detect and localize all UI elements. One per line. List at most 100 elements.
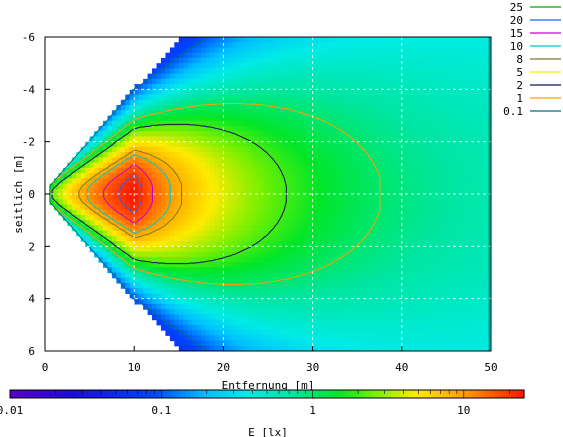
heatmap-cell xyxy=(210,220,216,226)
heatmap-cell xyxy=(245,335,251,342)
heatmap-cell xyxy=(410,157,416,164)
heatmap-cell xyxy=(134,241,140,247)
heatmap-cell xyxy=(419,183,425,190)
heatmap-cell xyxy=(250,89,256,96)
heatmap-cell xyxy=(259,68,265,75)
heatmap-cell xyxy=(455,94,461,101)
heatmap-cell xyxy=(254,309,260,315)
heatmap-cell xyxy=(397,214,403,221)
heatmap-cell xyxy=(370,199,376,206)
heatmap-cell xyxy=(268,47,274,54)
heatmap-cell xyxy=(468,288,474,295)
heatmap-cell xyxy=(433,42,439,49)
heatmap-cell xyxy=(259,136,265,143)
heatmap-cell xyxy=(441,199,447,206)
heatmap-cell xyxy=(116,267,122,274)
heatmap-cell xyxy=(366,345,372,351)
heatmap-cell xyxy=(241,319,247,326)
heatmap-cell xyxy=(178,345,184,351)
heatmap-cell xyxy=(312,262,318,268)
heatmap-cell xyxy=(147,78,153,85)
heatmap-cell xyxy=(357,293,363,300)
heatmap-cell xyxy=(169,282,175,289)
heatmap-cell xyxy=(294,37,300,43)
heatmap-cell xyxy=(330,314,336,321)
heatmap-cell xyxy=(272,340,278,347)
heatmap-cell xyxy=(468,194,474,200)
heatmap-cell xyxy=(446,209,452,216)
heatmap-cell xyxy=(196,115,202,122)
heatmap-cell xyxy=(459,183,465,190)
heatmap-cell xyxy=(428,78,434,85)
heatmap-cell xyxy=(192,330,198,336)
heatmap-cell xyxy=(437,167,443,174)
heatmap-cell xyxy=(339,293,345,300)
heatmap-cell xyxy=(152,314,158,321)
heatmap-cell xyxy=(446,230,452,237)
heatmap-cell xyxy=(241,125,247,132)
heatmap-cell xyxy=(312,235,318,242)
heatmap-cell xyxy=(299,235,305,242)
heatmap-cell xyxy=(152,309,158,315)
heatmap-cell xyxy=(232,136,238,143)
heatmap-cell xyxy=(187,178,193,185)
heatmap-cell xyxy=(441,57,447,64)
heatmap-cell xyxy=(468,324,474,331)
heatmap-cell xyxy=(308,324,314,331)
heatmap-cell xyxy=(223,173,229,179)
heatmap-cell xyxy=(227,324,233,331)
heatmap-cell xyxy=(437,173,443,179)
heatmap-cell xyxy=(441,319,447,326)
heatmap-cell xyxy=(147,293,153,300)
heatmap-cell xyxy=(254,110,260,117)
heatmap-cell xyxy=(223,94,229,101)
heatmap-cell xyxy=(362,351,367,357)
heatmap-cell xyxy=(317,146,323,153)
heatmap-cell xyxy=(232,94,238,101)
heatmap-cell xyxy=(236,277,242,284)
heatmap-cell xyxy=(397,99,403,106)
heatmap-cell xyxy=(424,78,430,85)
heatmap-cell xyxy=(276,131,282,138)
heatmap-cell xyxy=(254,251,260,258)
heatmap-cell xyxy=(174,251,180,258)
heatmap-cell xyxy=(459,235,465,242)
heatmap-cell xyxy=(370,241,376,247)
heatmap-cell xyxy=(366,167,372,174)
heatmap-field xyxy=(49,37,491,357)
heatmap-cell xyxy=(227,42,233,49)
heatmap-cell xyxy=(250,199,256,206)
heatmap-cell xyxy=(111,173,117,179)
heatmap-cell xyxy=(325,214,332,221)
heatmap-cell xyxy=(232,335,238,342)
heatmap-cell xyxy=(415,351,420,357)
heatmap-cell xyxy=(241,199,247,206)
heatmap-cell xyxy=(415,209,421,216)
heatmap-cell xyxy=(357,120,363,127)
heatmap-cell xyxy=(268,204,274,211)
heatmap-cell xyxy=(357,340,363,347)
heatmap-cell xyxy=(102,136,109,143)
heatmap-cell xyxy=(410,335,416,342)
heatmap-cell xyxy=(361,131,367,138)
heatmap-cell xyxy=(415,262,421,268)
heatmap-cell xyxy=(276,235,282,242)
heatmap-cell xyxy=(218,267,224,274)
heatmap-cell xyxy=(183,94,189,101)
heatmap-cell xyxy=(388,319,394,326)
heatmap-cell xyxy=(441,52,447,59)
heatmap-cell xyxy=(334,178,340,185)
heatmap-cell xyxy=(263,272,269,279)
heatmap-cell xyxy=(437,89,443,96)
heatmap-cell xyxy=(245,57,251,64)
heatmap-cell xyxy=(392,262,398,268)
heatmap-cell xyxy=(464,152,470,158)
heatmap-cell xyxy=(165,303,171,310)
heatmap-cell xyxy=(343,37,349,43)
heatmap-cell xyxy=(383,330,390,336)
heatmap-cell xyxy=(263,105,269,111)
heatmap-cell xyxy=(294,141,300,148)
heatmap-cell xyxy=(379,47,385,54)
heatmap-cell xyxy=(156,262,162,268)
heatmap-cell xyxy=(218,230,224,237)
